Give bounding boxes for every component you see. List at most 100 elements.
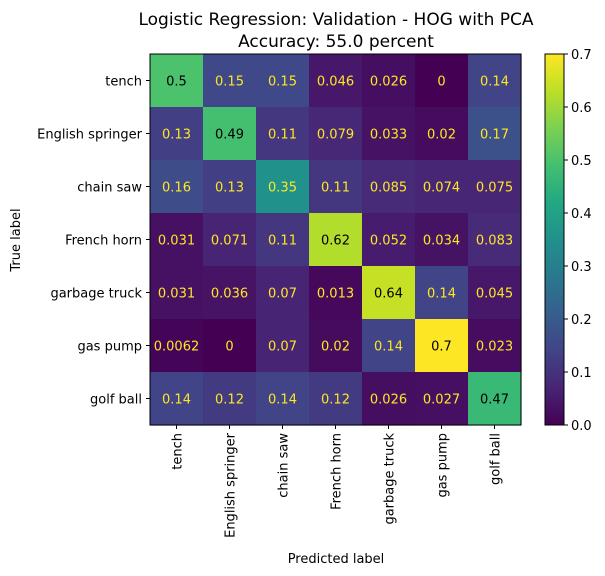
heatmap-cell [309,54,363,108]
cell-value-label: 0.034 [423,234,460,249]
heatmap-cell [415,54,469,108]
heatmap-cell [256,54,310,108]
colorbar-tick-label: 0.5 [571,154,592,169]
cell-value-label: 0.47 [480,393,509,408]
heatmap-cell [415,160,469,214]
chart-title-line1: Logistic Regression: Validation - HOG wi… [138,10,533,30]
heatmap-cell [203,372,257,426]
cell-value-label: 0.14 [427,287,456,302]
cell-value-label: 0.071 [211,234,248,249]
cell-value-label: 0.35 [268,181,297,196]
cell-value-label: 0.15 [215,75,244,90]
heatmap-cell [256,160,310,214]
colorbar-tick-label: 0.6 [571,101,592,116]
cell-value-label: 0.027 [423,393,460,408]
heatmap-cell [468,372,522,426]
cell-value-label: 0.12 [215,393,244,408]
y-tick-label: tench [105,75,142,90]
cell-value-label: 0.083 [476,234,513,249]
heatmap-cell [203,160,257,214]
cell-value-label: 0.033 [370,128,407,143]
cell-value-label: 0.052 [370,234,407,249]
cell-value-label: 0.07 [268,340,297,355]
x-tick-label: tench [171,433,186,470]
cell-value-label: 0.5 [166,75,187,90]
heatmap-cell [362,266,416,320]
cell-value-label: 0.14 [162,393,191,408]
x-tick-label: golf ball [489,433,504,485]
cell-value-label: 0.023 [476,340,513,355]
cell-value-label: 0.49 [215,128,244,143]
cell-value-label: 0.026 [370,393,407,408]
cell-value-label: 0.16 [162,181,191,196]
cell-value-label: 0.13 [162,128,191,143]
cell-value-label: 0.02 [321,340,350,355]
heatmap-cell [150,266,204,320]
cell-value-label: 0 [225,340,233,355]
heatmap-cell [256,372,310,426]
colorbar-gradient [545,54,564,425]
colorbar-frame [544,53,565,426]
cell-value-label: 0.11 [268,234,297,249]
x-tick-label: gas pump [436,433,451,498]
cell-value-label: 0.64 [374,287,403,302]
colorbar-tick-label: 0.0 [571,419,592,434]
heatmap-cell [309,160,363,214]
heatmap-cell [150,160,204,214]
heatmap-cell [309,372,363,426]
cell-value-label: 0.13 [215,181,244,196]
colorbar-tick-label: 0.1 [571,366,592,381]
x-tick-label: chain saw [277,433,292,498]
x-axis-ticks: tench English springer chain saw French hor… [171,425,504,538]
heatmap-cell [468,160,522,214]
cell-value-label: 0.031 [158,287,195,302]
x-tick-label: garbage truck [383,433,398,525]
heatmap-cell [309,266,363,320]
heatmap-cell [203,266,257,320]
heatmap-cell [309,213,363,267]
cell-value-label: 0.14 [374,340,403,355]
heatmap-cell [415,319,469,373]
cell-value-label: 0.013 [317,287,354,302]
heatmap-cell [256,266,310,320]
heatmap-cell [415,372,469,426]
heatmap-cell [203,54,257,108]
heatmap-cell [150,107,204,161]
heatmap-cell [362,160,416,214]
heatmap-cell [256,107,310,161]
cell-value-label: 0.036 [211,287,248,302]
heatmap-cell [150,213,204,267]
cell-value-label: 0.15 [268,75,297,90]
heatmap-cell [468,213,522,267]
x-axis-label: Predicted label [288,552,385,567]
heatmap-cell [203,213,257,267]
cell-value-label: 0.045 [476,287,513,302]
heatmap-cell [468,319,522,373]
cell-value-label: 0.14 [268,393,297,408]
heatmap-cell [468,266,522,320]
cell-value-label: 0 [437,75,445,90]
cell-value-label: 0.031 [158,234,195,249]
cell-value-label: 0.074 [423,181,460,196]
colorbar-tick-label: 0.7 [571,48,592,63]
x-tick-label: English springer [224,432,239,538]
y-tick-label: chain saw [77,181,142,196]
colorbar-tick-label: 0.3 [571,260,592,275]
heatmap-cell [362,107,416,161]
heatmap-cell [415,107,469,161]
heatmap-cell [256,213,310,267]
y-tick-label: golf ball [90,393,142,408]
cell-value-label: 0.02 [427,128,456,143]
y-tick-label: English springer [37,128,143,143]
y-tick-label: gas pump [77,340,142,355]
colorbar-tick-label: 0.4 [571,207,592,222]
heatmap-cell [415,213,469,267]
heatmap-cell [362,319,416,373]
cell-value-label: 0.075 [476,181,513,196]
colorbar-ticks: 0.0 0.1 0.2 0.3 0.4 0.5 0.6 0.7 [564,48,592,434]
heatmap-cell [362,213,416,267]
heatmap-cell [309,107,363,161]
heatmap-cell [362,372,416,426]
cell-value-label: 0.0062 [154,340,200,355]
heatmap-cell [203,319,257,373]
